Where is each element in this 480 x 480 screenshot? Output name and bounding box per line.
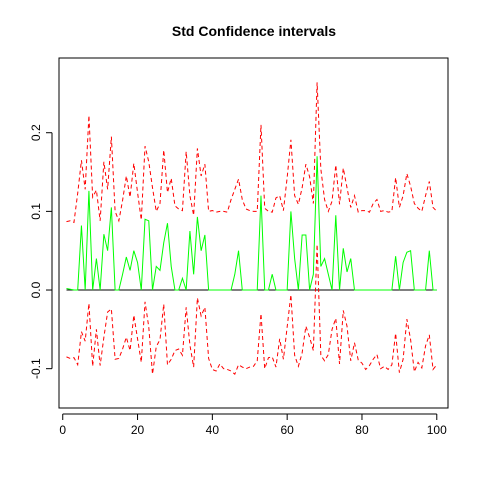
- series-line-3: [66, 156, 437, 291]
- y-tick-label: 0.0: [29, 281, 43, 298]
- chart-title: Std Confidence intervals: [172, 23, 336, 39]
- x-tick-label: 20: [131, 423, 145, 437]
- y-axis: -0.1 0.0 0.1 0.2: [29, 124, 53, 379]
- y-tick-label: 0.1: [29, 203, 43, 220]
- x-tick-label: 0: [59, 423, 66, 437]
- x-tick-label: 40: [206, 423, 220, 437]
- x-tick-label: 100: [427, 423, 447, 437]
- series-line-2: [66, 244, 438, 376]
- plot-frame: [58, 57, 449, 409]
- x-tick-label: 80: [355, 423, 369, 437]
- y-tick-label: -0.1: [29, 358, 43, 379]
- series-line-1: [66, 82, 438, 224]
- y-tick-label: 0.2: [29, 124, 43, 141]
- x-axis: 0 20 40 60 80 100: [59, 413, 447, 437]
- x-tick-label: 60: [280, 423, 294, 437]
- plot-area: [66, 82, 438, 376]
